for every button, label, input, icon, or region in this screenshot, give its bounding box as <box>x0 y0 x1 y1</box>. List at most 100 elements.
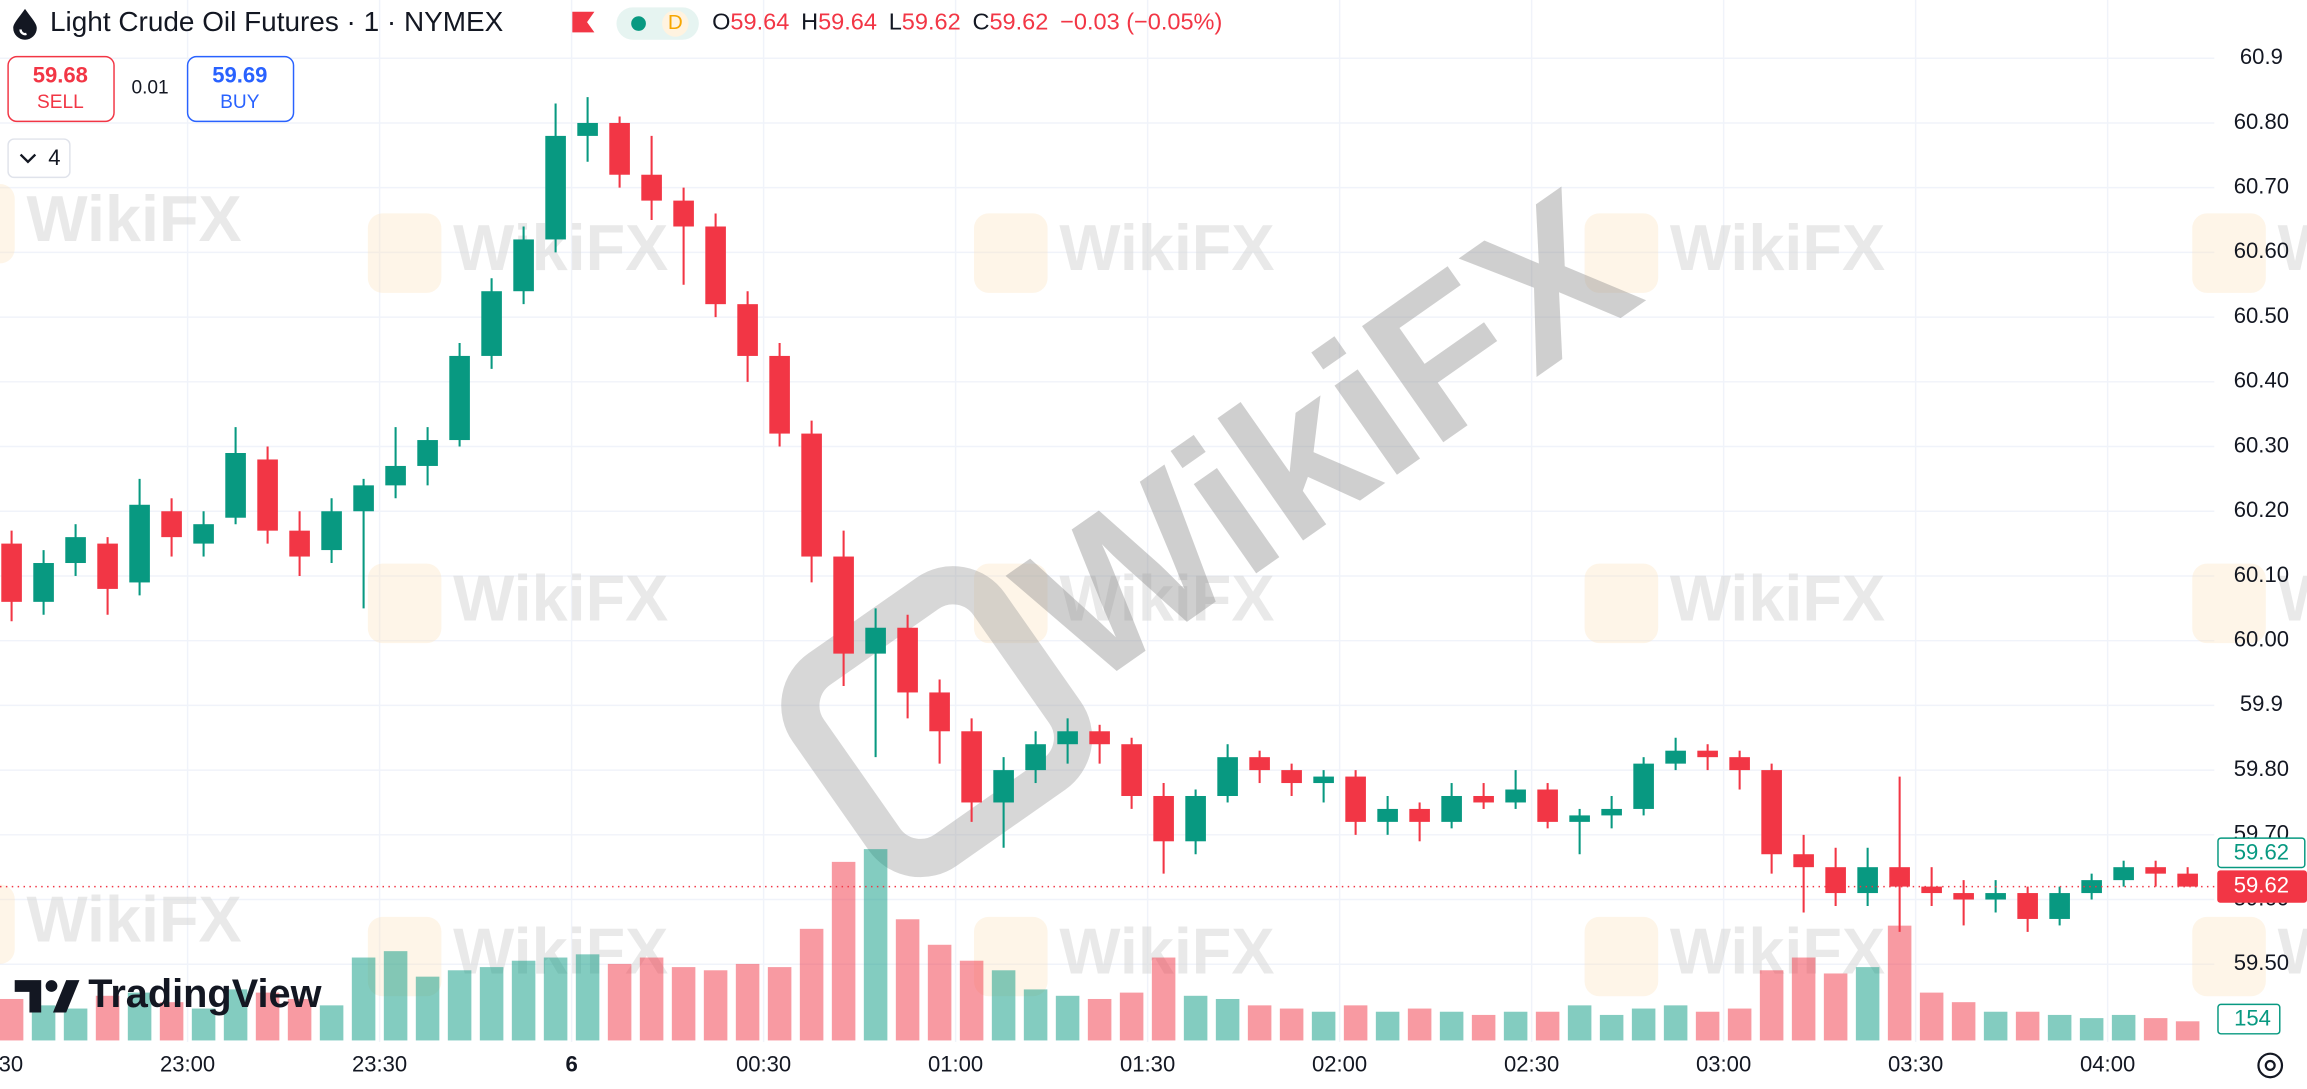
volume-bar <box>447 970 472 1041</box>
x-tick-label: 04:00 <box>2080 1051 2135 1076</box>
candle-body <box>161 511 182 538</box>
watermark: WikiFX <box>1670 211 1885 284</box>
watermark-icon <box>367 563 442 644</box>
watermark-icon <box>974 213 1048 293</box>
indicators-toggle[interactable] <box>7 138 71 179</box>
sell-label: SELL <box>37 92 84 113</box>
candle-body <box>513 239 534 292</box>
ohlc-key: O <box>712 9 730 35</box>
volume-bar <box>2015 1011 2040 1041</box>
symbol-title[interactable]: Light Crude Oil Futures · 1 · NYMEX <box>50 6 504 37</box>
volume-bar <box>2079 1018 2104 1041</box>
y-tick-label: 59.9 <box>2240 691 2283 716</box>
candle-body <box>1377 808 1398 822</box>
volume-bar <box>991 970 1016 1041</box>
volume-bar <box>703 970 728 1041</box>
volume-bar <box>1055 995 1080 1041</box>
x-tick-label: 01:30 <box>1120 1051 1175 1076</box>
volume-bar <box>1663 1005 1688 1041</box>
volume-bar <box>959 960 984 1041</box>
spread: 0.01 <box>131 77 168 98</box>
y-tick-label: 60.00 <box>2234 627 2289 652</box>
ohlc-value: 59.64 <box>730 9 789 35</box>
candle-body <box>1793 854 1814 868</box>
volume-bar <box>863 849 888 1041</box>
candle-body <box>801 433 822 557</box>
candle-body <box>609 122 630 175</box>
ohlc-value: 59.62 <box>989 9 1048 35</box>
y-tick-label: 60.70 <box>2234 173 2289 198</box>
candle-body <box>2049 893 2070 919</box>
volume-pane <box>0 849 2200 1041</box>
volume-bar <box>1439 1011 1464 1041</box>
volume-bar <box>159 1002 184 1041</box>
watermark-icon <box>1584 213 1659 293</box>
watermark-icon <box>2192 916 2266 997</box>
candle-body <box>1345 776 1366 822</box>
candle-body <box>577 122 598 136</box>
y-tick-label: 60.40 <box>2234 368 2289 393</box>
volume-bar <box>1727 1008 1752 1041</box>
volume-bar <box>1919 992 1944 1041</box>
volume-bar <box>927 944 952 1041</box>
flag[interactable] <box>572 11 595 33</box>
buy-button[interactable] <box>186 55 295 123</box>
candle-body <box>1825 867 1846 894</box>
volume-bar <box>575 954 600 1041</box>
settings-icon-center <box>2264 1059 2276 1071</box>
volume-bar <box>1407 1008 1432 1041</box>
candle-body <box>1185 795 1206 842</box>
volume-bar <box>63 1008 88 1041</box>
candle-body <box>1121 744 1142 796</box>
last-price-box <box>2217 870 2307 903</box>
volume-bar <box>735 963 760 1041</box>
volume-bar <box>1023 989 1048 1041</box>
volume-bar <box>607 963 632 1041</box>
volume-bar <box>1247 1005 1272 1041</box>
settings-icon[interactable] <box>2257 1052 2284 1079</box>
watermark-icon <box>974 563 1048 644</box>
volume-bar <box>95 995 120 1041</box>
candle-body <box>1697 750 1718 758</box>
candle-body <box>2145 867 2166 874</box>
watermark: WikiFX <box>26 882 241 955</box>
y-tick-label: 59.50 <box>2234 950 2289 975</box>
candle-body <box>1761 770 1782 855</box>
candle-body <box>545 135 566 240</box>
volume-bar <box>799 928 824 1041</box>
volume-bar <box>1503 1011 1528 1041</box>
symbol-icon <box>13 8 37 40</box>
volume-bar <box>1375 1011 1400 1041</box>
market-status-dot <box>631 16 646 31</box>
candle-body <box>1313 776 1334 784</box>
volume-bar <box>2143 1018 2168 1041</box>
sell-button[interactable] <box>7 55 115 123</box>
logo-mark-dot <box>45 980 58 992</box>
watermark-icon <box>0 884 15 964</box>
watermark-icon <box>0 183 15 264</box>
volume-bar <box>479 967 504 1041</box>
candle-body <box>65 537 86 564</box>
volume-bar <box>543 957 568 1041</box>
x-tick-label: 03:30 <box>1888 1051 1943 1076</box>
candle-body <box>1281 770 1302 784</box>
candle-body <box>1025 744 1046 771</box>
candle-body <box>961 731 982 803</box>
candle-body <box>2177 873 2198 887</box>
candle-body <box>1921 886 1942 894</box>
candle-body <box>1057 731 1078 745</box>
candle-body <box>1409 808 1430 822</box>
y-tick-label: 60.80 <box>2234 109 2289 134</box>
candle-body <box>1249 757 1270 771</box>
volume-bar <box>1279 1008 1304 1041</box>
candle-body <box>673 200 694 227</box>
candle-body <box>97 543 118 589</box>
volume-bar <box>0 998 24 1041</box>
x-tick-label: 02:30 <box>1504 1051 1559 1076</box>
candles <box>1 97 2198 932</box>
candle-body <box>865 627 886 654</box>
indicator-count: 4 <box>48 145 60 170</box>
